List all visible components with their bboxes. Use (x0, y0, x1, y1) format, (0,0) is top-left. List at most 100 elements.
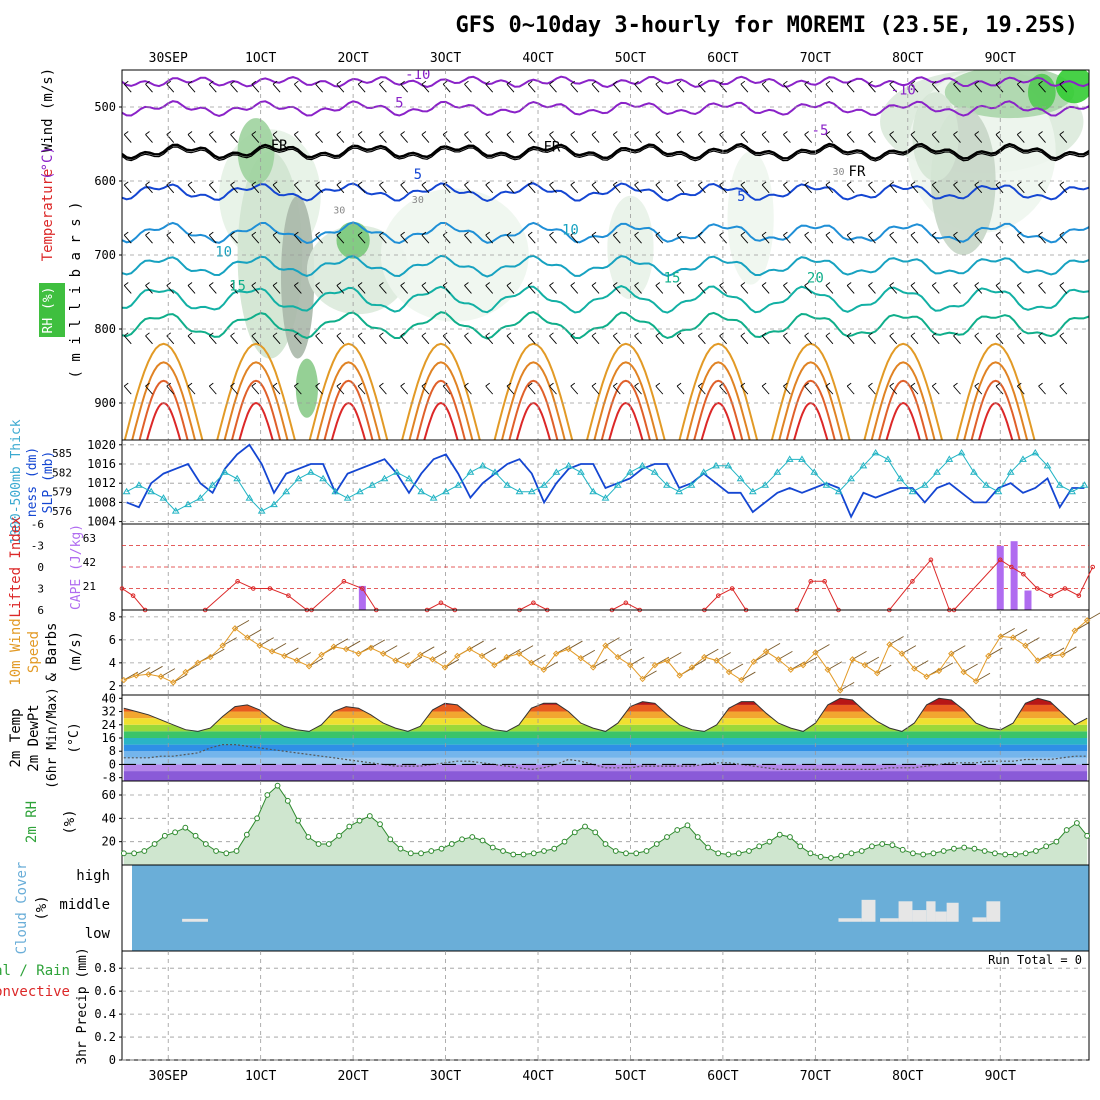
rh-point (407, 850, 414, 857)
axis-label: Lifted Index (8, 516, 24, 617)
rh-shade (912, 92, 959, 181)
isotherm (122, 221, 1089, 245)
wind-barb-flag (230, 332, 235, 337)
rh-point (961, 844, 968, 851)
wind-barb-flag (910, 282, 916, 286)
wind-barb (1025, 637, 1040, 646)
thickness-point (356, 487, 364, 495)
wind-barb (421, 83, 430, 93)
wind-barb (846, 234, 855, 244)
thickness-point (331, 487, 340, 495)
wind-speed-point (454, 652, 461, 660)
wind-barb (995, 184, 1004, 194)
isotherm-loop (586, 342, 666, 440)
li-point (119, 586, 125, 591)
wind-barb-flag (421, 282, 427, 286)
axis-label: CAPE (J/kg) (69, 524, 84, 610)
rh-point (705, 844, 711, 851)
wind-speed-point (466, 645, 473, 653)
li-line (121, 588, 146, 611)
wind-barb (974, 285, 983, 294)
wind-barb-flag (315, 282, 320, 286)
wind-barb-flag (591, 282, 597, 286)
wind-barb-flag (931, 282, 937, 286)
wind-barb (761, 184, 770, 194)
wind-barb (591, 184, 600, 194)
wind-barb-flag (974, 231, 980, 236)
wind-speed-point (725, 668, 733, 676)
wind-barb-flag (549, 181, 554, 186)
wind-barb (825, 335, 834, 345)
x-tick-label: 30SEP (149, 51, 188, 66)
wind-barb (617, 648, 633, 658)
wind-barb (761, 385, 770, 395)
rh-point (1074, 820, 1080, 826)
isotherm-loop (778, 361, 844, 440)
wind-speed-point (762, 648, 770, 655)
wind-barb (518, 645, 534, 655)
wind-barb-flag (655, 282, 661, 286)
x-tick-label: 3OCT (430, 51, 461, 66)
wind-barb-flag (1017, 231, 1022, 236)
wind-speed-point (528, 659, 535, 667)
wind-barb (719, 184, 727, 194)
wind-speed-point (873, 669, 881, 677)
wind-barb (251, 83, 260, 93)
isotherm (122, 145, 1089, 162)
isotherm-loop (423, 401, 459, 440)
cape-bar (1010, 541, 1018, 610)
wind-barb (931, 234, 940, 244)
wind-barb (506, 134, 515, 143)
thickness-point (1019, 455, 1027, 462)
rh-point (346, 823, 353, 830)
rh-point (766, 838, 773, 845)
wind-barb-flag (272, 382, 278, 387)
rh-point (746, 848, 752, 854)
wind-barb-flag (400, 80, 405, 85)
contour-label: 15 (664, 270, 681, 286)
rh-point (1043, 843, 1050, 850)
li-line (953, 559, 1094, 611)
x-tick-label: 2OCT (337, 51, 368, 66)
wind-barb (1038, 83, 1046, 93)
wind-barb (804, 134, 812, 143)
wind-barb (421, 234, 430, 244)
thickness-point (441, 487, 450, 495)
wind-barb (1059, 335, 1068, 345)
rh-point (592, 829, 599, 836)
wind-barb-flag (570, 332, 576, 337)
axis-label: Temperature (40, 169, 56, 262)
wind-barb-flag (740, 382, 746, 387)
wind-speed-point (1071, 627, 1079, 634)
wind-barb-flag (209, 80, 214, 85)
li-point (286, 593, 291, 598)
wind-speed-point (1059, 651, 1066, 659)
isotherm-loop (223, 361, 289, 440)
wind-barb (698, 335, 706, 345)
y-tick-label: 40 (102, 811, 116, 825)
rh-point (541, 848, 547, 854)
wind-speed-point (972, 678, 980, 685)
cloud-block (926, 901, 936, 922)
wind-barb (868, 285, 876, 294)
wind-barb (612, 134, 621, 143)
wind-barb (868, 184, 876, 194)
wind-barb (825, 385, 834, 395)
rh-point (254, 815, 260, 822)
temp-band (123, 738, 1088, 745)
wind-barb (591, 134, 600, 143)
wind-barb-flag (889, 332, 894, 337)
wind-barb (591, 285, 600, 294)
wind-barb-flag (145, 332, 150, 337)
wind-barb-flag (761, 332, 767, 337)
wind-barb (740, 184, 749, 194)
wind-barb-flag (1059, 382, 1065, 387)
wind-speed-point (911, 665, 918, 672)
wind-barb (357, 83, 366, 93)
wind-barb-flag (294, 332, 299, 337)
wind-barb-flag (464, 332, 469, 337)
wind-barb (995, 134, 1004, 143)
wind-barb (123, 83, 132, 93)
wind-barb (123, 335, 132, 345)
rh-point (161, 832, 168, 839)
